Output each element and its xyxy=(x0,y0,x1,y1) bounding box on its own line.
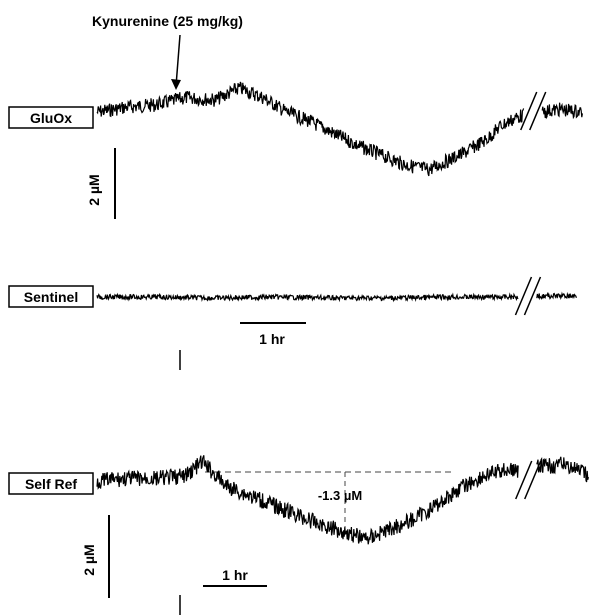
gluox-trace-segment-2 xyxy=(541,102,583,120)
selfref-drop-annotation: -1.3 µM xyxy=(318,488,362,503)
selfref-trace-label: Self Ref xyxy=(25,476,77,492)
selfref-trace-segment-2 xyxy=(536,456,589,483)
sentinel-trace xyxy=(96,276,577,316)
selfref-label-box xyxy=(8,472,94,495)
kynurenine-arrow-shaft xyxy=(175,34,181,87)
kynurenine-arrow-head xyxy=(171,79,181,90)
gluox-break-mark-1 xyxy=(520,91,538,131)
sentinel-time-scale-label: 1 hr xyxy=(259,331,285,347)
gluox-trace xyxy=(96,81,583,177)
gluox-label-box xyxy=(8,106,94,129)
sentinel-label-box xyxy=(8,285,94,308)
sentinel-trace-label: Sentinel xyxy=(24,289,78,305)
sentinel-trace-segment-2 xyxy=(536,291,577,301)
gluox-trace-segment-1 xyxy=(96,81,525,177)
selfref-trace-segment-1 xyxy=(96,455,519,545)
selfref-break-mark-1 xyxy=(515,460,533,500)
selfref-break-mark-2 xyxy=(524,460,542,500)
sentinel-trace-segment-1 xyxy=(96,292,519,303)
selfref-time-scale-label: 1 hr xyxy=(222,567,248,583)
selfref-trace xyxy=(96,455,589,545)
sentinel-break-mark-1 xyxy=(514,276,533,316)
gluox-scale-bar-label: 2 µM xyxy=(86,174,102,205)
selfref-amplitude-scale-label: 2 µM xyxy=(81,544,97,575)
sentinel-break-mark-2 xyxy=(523,276,542,316)
gluox-trace-label: GluOx xyxy=(30,110,72,126)
gluox-break-mark-2 xyxy=(529,91,547,131)
kynurenine-annotation-label: Kynurenine (25 mg/kg) xyxy=(92,13,243,29)
